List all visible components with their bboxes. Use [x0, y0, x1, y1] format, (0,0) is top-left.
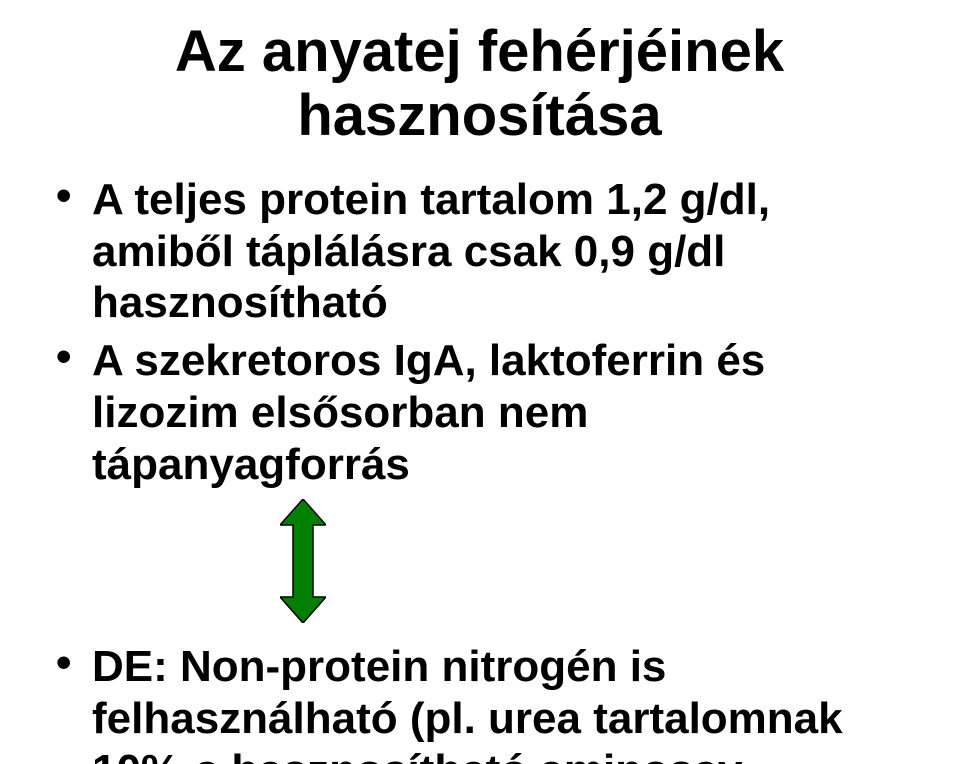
bullets-top: A teljes protein tartalom 1,2 g/dl, amib… [50, 174, 909, 491]
bullet-item: DE: Non-protein nitrogén is felhasználha… [50, 641, 909, 764]
double-arrow-icon [280, 499, 326, 623]
bullet-item: A teljes protein tartalom 1,2 g/dl, amib… [50, 174, 909, 330]
arrow-container [50, 499, 909, 629]
bullet-item: A szekretoros IgA, laktoferrin és lizozi… [50, 335, 909, 491]
bullets-bottom: DE: Non-protein nitrogén is felhasználha… [50, 641, 909, 764]
title-line-1: Az anyatej fehérjéinek [175, 19, 784, 84]
slide: Az anyatej fehérjéinek hasznosítása A te… [0, 0, 959, 764]
title-line-2: hasznosítása [297, 83, 661, 148]
slide-title: Az anyatej fehérjéinek hasznosítása [50, 20, 909, 148]
